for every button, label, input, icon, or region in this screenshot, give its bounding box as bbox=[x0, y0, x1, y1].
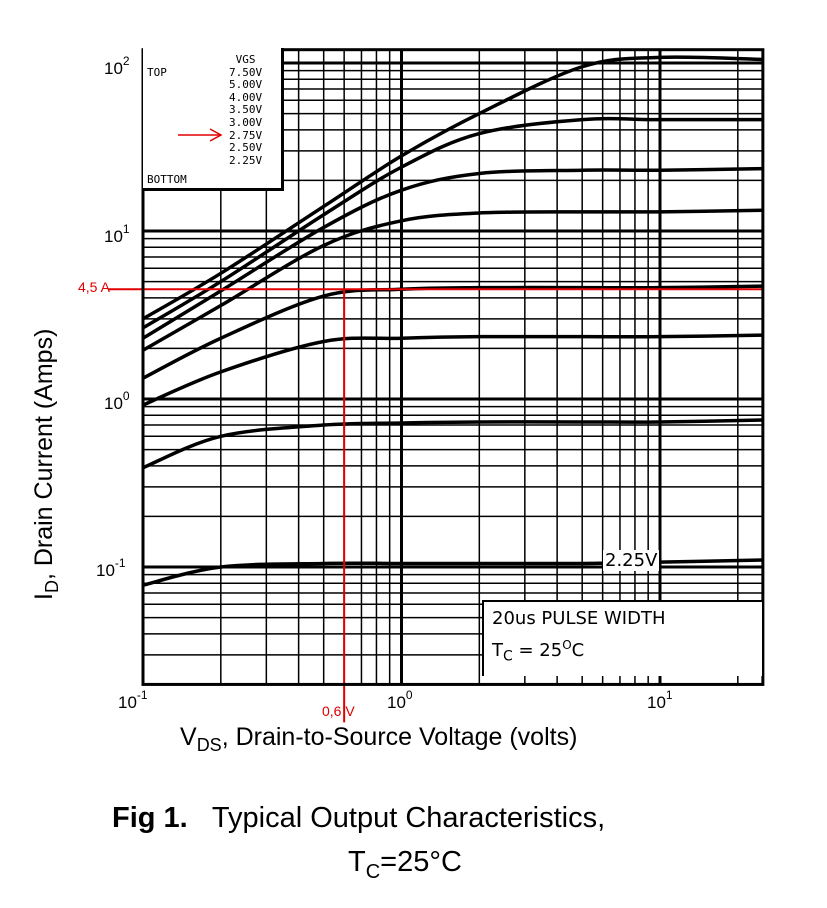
x-tick-label: 10-1 bbox=[118, 688, 148, 712]
x-axis-label: VDS, Drain-to-Source Voltage (volts) bbox=[180, 723, 578, 755]
legend-entry: 3.00V bbox=[229, 115, 263, 129]
curve-vgs-2-50V bbox=[142, 418, 763, 470]
legend-entry: 7.50V bbox=[229, 65, 263, 79]
curve-vgs-5-00V bbox=[142, 116, 763, 330]
x-tick-label: 100 bbox=[387, 688, 413, 712]
curve-vgs-3-50V bbox=[142, 208, 763, 352]
pulse-width-note: 20us PULSE WIDTH bbox=[492, 608, 666, 629]
x-tick-label: 101 bbox=[647, 688, 673, 712]
y-tick-label: 101 bbox=[104, 222, 130, 246]
legend-top-label: TOP bbox=[147, 66, 167, 79]
legend: TOP BOTTOM VGS 7.50V 5.00V 4.00V 3.50V 3… bbox=[143, 48, 284, 191]
marker-voltage-label: 0,6 V bbox=[322, 703, 355, 719]
figure-caption: Fig 1. Typical Output Characteristics, bbox=[112, 802, 606, 834]
red-markers bbox=[108, 288, 763, 723]
figure-caption-line2: TC=25°C bbox=[348, 846, 462, 883]
curve-vgs-4-00V bbox=[142, 166, 763, 340]
curves bbox=[142, 55, 763, 587]
curve-vgs-2-25V bbox=[142, 558, 763, 587]
curve-vgs-7-50V bbox=[142, 55, 763, 321]
red-arrow-icon bbox=[178, 128, 223, 142]
legend-entry: 2.50V bbox=[229, 141, 263, 155]
legend-entry: 2.25V bbox=[229, 153, 263, 167]
legend-entry: 5.00V bbox=[229, 78, 263, 92]
tc-note: TC = 25OC bbox=[492, 638, 585, 665]
y-tick-label: 100 bbox=[104, 389, 130, 413]
y-tick-label: 102 bbox=[104, 54, 130, 78]
y-tick-label: 10-1 bbox=[96, 556, 126, 580]
curve-vgs-2-75V bbox=[142, 333, 763, 407]
y-axis-label: ID, Drain Current (Amps) bbox=[30, 328, 62, 600]
legend-bottom-label: BOTTOM bbox=[147, 173, 187, 186]
plot-frame bbox=[141, 48, 765, 686]
legend-entry: 3.50V bbox=[229, 103, 263, 117]
legend-header: VGS bbox=[235, 53, 256, 66]
curve-vgs-3-00V bbox=[142, 284, 763, 380]
legend-values: VGS 7.50V 5.00V 4.00V 3.50V 3.00V 2.75V … bbox=[229, 53, 263, 167]
legend-entry: 4.00V bbox=[229, 90, 263, 104]
test-conditions-box: 20us PULSE WIDTH TC = 25OC bbox=[482, 600, 762, 676]
marker-current-label: 4,5 A bbox=[78, 279, 110, 295]
curve-label-2-25v: 2.25V bbox=[603, 550, 660, 571]
legend-entry: 2.75V bbox=[229, 128, 263, 142]
